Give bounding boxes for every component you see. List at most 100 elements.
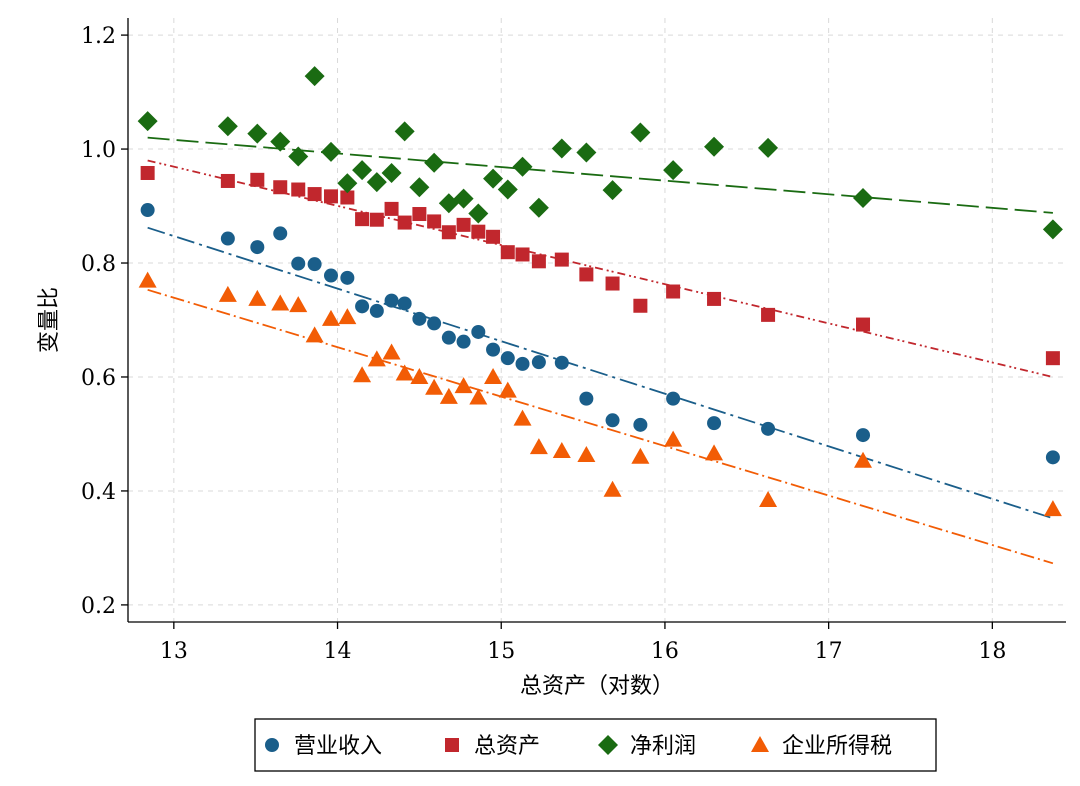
data-point-circle [633,417,648,432]
data-point-square [340,190,355,205]
data-point-triangle [469,388,488,405]
data-point-circle [500,351,515,366]
data-point-square [140,165,155,180]
data-point-triangle [305,326,324,343]
data-point-diamond [424,152,445,173]
data-point-triangle [271,294,290,311]
data-point-triangle [138,271,157,288]
x-tick-label: 15 [487,639,515,664]
data-point-diamond [758,137,779,158]
data-point-circle [456,334,471,349]
data-point-diamond [497,179,518,200]
y-tick-label: 0.6 [81,366,116,391]
y-tick-label: 1.0 [81,138,116,163]
data-point-diamond [270,131,291,152]
data-point-circle [384,293,399,308]
legend-box [254,718,937,772]
y-tick-label: 0.8 [81,252,116,277]
data-point-square [515,247,530,262]
data-point-circle [412,311,427,326]
data-point-circle [515,356,530,371]
data-point-square [220,173,235,188]
data-point-triangle [1043,500,1062,517]
data-point-square [856,317,871,332]
data-point-circle [273,226,288,241]
data-point-triangle [425,378,444,395]
data-point-triangle [631,447,650,464]
data-point-triangle [484,367,503,384]
x-tick-label: 17 [815,639,843,664]
legend-label: 企业所得税 [782,734,892,759]
data-point-triangle [248,289,267,306]
data-point-diamond [630,122,651,143]
data-point-triangle [321,309,340,326]
data-point-triangle [353,366,372,383]
data-point-circle [856,428,871,443]
data-point-triangle [513,409,532,426]
y-axis-title: 变量比 [37,287,62,353]
data-point-circle [250,240,265,255]
data-point-square [427,214,442,229]
data-point-circle [605,413,620,428]
data-points [137,66,1063,517]
data-point-diamond [352,160,373,181]
data-point-square [456,217,471,232]
y-tick-label: 1.2 [81,24,116,49]
data-point-triangle [289,296,308,313]
data-point-circle [531,355,546,370]
data-point-diamond [576,142,597,163]
data-point-diamond [320,141,341,162]
data-point-triangle [410,367,429,384]
data-point-circle [140,203,155,218]
data-point-diamond [512,156,533,177]
data-point-square [605,276,620,291]
data-point-diamond [704,136,725,157]
data-point-triangle [439,387,458,404]
data-point-diamond [602,180,623,201]
data-point-square [1045,351,1060,366]
legend: 营业收入 总资产 净利润 企业所得税 [254,718,937,772]
data-point-triangle [395,364,414,381]
data-point-square [397,215,412,230]
y-tick-label: 0.4 [81,480,116,505]
data-point-diamond [551,138,572,159]
data-point-triangle [552,442,571,459]
data-point-circle [307,257,322,272]
data-point-triangle [338,308,357,325]
data-point-triangle [382,343,401,360]
data-point-circle [761,421,776,436]
legend-label: 净利润 [630,734,696,759]
data-point-square [486,229,501,244]
data-point-diamond [453,188,474,209]
data-point-circle [427,316,442,331]
fit-line [147,288,1054,565]
data-point-triangle [759,491,778,508]
fit-line [147,159,1054,378]
data-point-square [471,224,486,239]
data-point-diamond [528,197,549,218]
legend-label: 营业收入 [294,734,382,759]
data-point-square [250,172,265,187]
data-point-square [412,207,427,222]
data-point-square [531,254,546,269]
data-point-diamond [483,168,504,189]
data-point-square [666,284,681,299]
data-point-circle [579,391,594,406]
x-tick-label: 18 [978,639,1006,664]
data-point-circle [291,256,306,271]
data-point-circle [471,324,486,339]
legend-marker-circle [265,738,279,752]
data-point-diamond [337,173,358,194]
data-point-diamond [247,123,268,144]
legend-marker-diamond [598,735,618,755]
data-point-triangle [454,377,473,394]
data-point-diamond [304,66,325,87]
data-point-square [384,201,399,216]
data-point-diamond [853,188,874,209]
data-point-diamond [217,116,238,137]
data-point-diamond [468,203,489,224]
data-point-triangle [367,350,386,367]
data-point-diamond [394,121,415,142]
legend-label: 总资产 [474,734,540,759]
data-point-circle [220,231,235,246]
